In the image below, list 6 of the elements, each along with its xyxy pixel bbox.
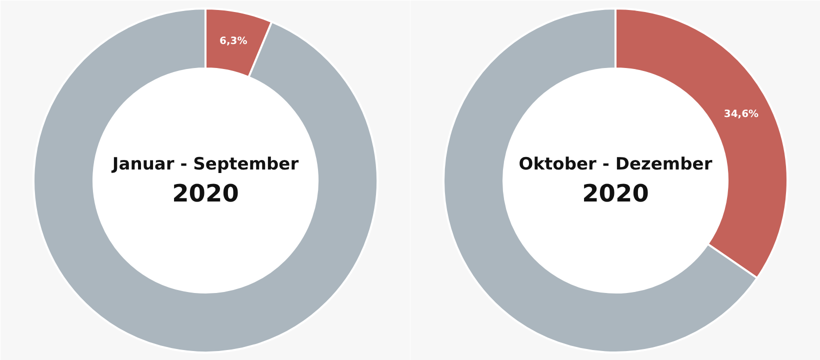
text: 2020 [582, 180, 649, 208]
text: Oktober - Dezember [518, 154, 713, 174]
text: Januar - September [111, 154, 300, 174]
data-label: 34,6% [724, 108, 759, 120]
text: 2020 [172, 180, 239, 208]
data-label: 6,3% [220, 36, 248, 47]
